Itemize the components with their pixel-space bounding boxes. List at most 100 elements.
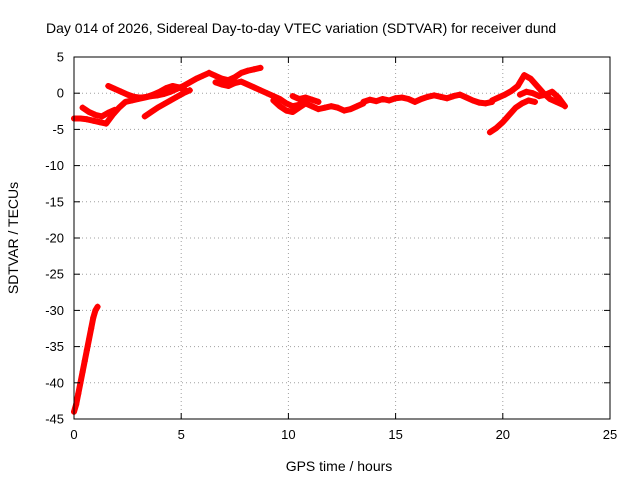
data-point <box>231 80 238 87</box>
data-point <box>156 88 163 95</box>
data-point <box>302 100 309 107</box>
y-tick-label: -25 <box>45 267 64 282</box>
data-point <box>257 87 264 94</box>
data-point <box>124 91 131 98</box>
data-point <box>328 103 335 110</box>
data-point <box>521 72 528 79</box>
data-point <box>525 97 532 104</box>
data-point <box>296 104 303 111</box>
data-point <box>456 91 463 98</box>
data-point <box>96 119 103 126</box>
data-point <box>450 93 457 100</box>
data-point <box>81 358 88 365</box>
data-point <box>169 82 176 89</box>
y-tick-label: -35 <box>45 339 64 354</box>
data-point <box>161 101 168 108</box>
data-point <box>103 120 110 127</box>
data-point <box>283 100 290 107</box>
data-point <box>360 98 367 105</box>
series-line-early-drop <box>71 303 101 415</box>
data-point <box>405 95 412 102</box>
data-point <box>212 79 219 86</box>
data-point <box>193 75 200 82</box>
data-point <box>529 90 536 97</box>
data-point <box>289 103 296 110</box>
data-point <box>218 75 225 82</box>
data-point <box>131 93 138 100</box>
data-point <box>212 72 219 79</box>
data-point <box>555 94 562 101</box>
data-point <box>302 94 309 101</box>
data-point <box>231 74 238 81</box>
data-point <box>469 97 476 104</box>
data-point <box>79 104 86 111</box>
x-tick-label: 25 <box>603 427 617 442</box>
x-tick-label: 0 <box>70 427 77 442</box>
data-point <box>354 103 361 110</box>
data-point <box>94 303 101 310</box>
data-point <box>83 347 90 354</box>
data-point <box>105 109 112 116</box>
data-point <box>546 95 553 102</box>
data-point <box>238 69 245 76</box>
data-point <box>536 93 543 100</box>
data-point <box>534 82 541 89</box>
data-point <box>176 84 183 91</box>
x-axis-label: GPS time / hours <box>286 458 393 474</box>
data-point <box>251 66 258 73</box>
data-point <box>257 64 264 71</box>
data-point <box>411 98 418 105</box>
data-point <box>399 94 406 101</box>
data-point <box>225 82 232 89</box>
data-point <box>92 111 99 118</box>
data-point <box>154 104 161 111</box>
data-point <box>111 106 118 113</box>
data-point <box>308 103 315 110</box>
data-point <box>334 104 341 111</box>
data-points <box>71 64 568 415</box>
data-point <box>486 129 493 136</box>
data-point <box>251 84 258 91</box>
data-point <box>90 314 97 321</box>
data-point <box>276 103 283 110</box>
data-point <box>186 79 193 86</box>
y-tick-label: -15 <box>45 194 64 209</box>
data-point <box>244 67 251 74</box>
y-tick-label: -40 <box>45 375 64 390</box>
data-point <box>366 96 373 103</box>
data-point <box>167 97 174 104</box>
axis-ticks: 0 5 10 15 20 25 5 0 -5 -10 -15 -20 -25 -30 -35 -40 -45 <box>45 50 617 443</box>
data-point <box>111 85 118 92</box>
data-point <box>79 368 86 375</box>
data-point <box>148 109 155 116</box>
data-point <box>173 93 180 100</box>
y-axis-label: SDTVAR / TECUs <box>5 182 21 294</box>
data-point <box>244 81 251 88</box>
data-point <box>321 104 328 111</box>
data-point <box>315 98 322 105</box>
data-point <box>218 81 225 88</box>
data-point <box>506 111 513 118</box>
data-point <box>523 88 530 95</box>
data-point <box>118 88 125 95</box>
y-tick-label: 5 <box>57 50 64 65</box>
data-point <box>116 104 123 111</box>
data-point <box>499 119 506 126</box>
data-point <box>86 109 93 116</box>
data-point <box>150 91 157 98</box>
data-point <box>98 113 105 120</box>
data-point <box>83 116 90 123</box>
data-point <box>296 95 303 102</box>
data-point <box>308 96 315 103</box>
data-point <box>199 72 206 79</box>
data-point <box>90 117 97 124</box>
data-point <box>463 94 470 101</box>
data-point <box>77 115 84 122</box>
data-point <box>424 93 431 100</box>
data-point <box>92 307 99 314</box>
data-point <box>263 90 270 97</box>
y-tick-label: -20 <box>45 231 64 246</box>
x-tick-label: 5 <box>178 427 185 442</box>
data-point <box>238 78 245 85</box>
